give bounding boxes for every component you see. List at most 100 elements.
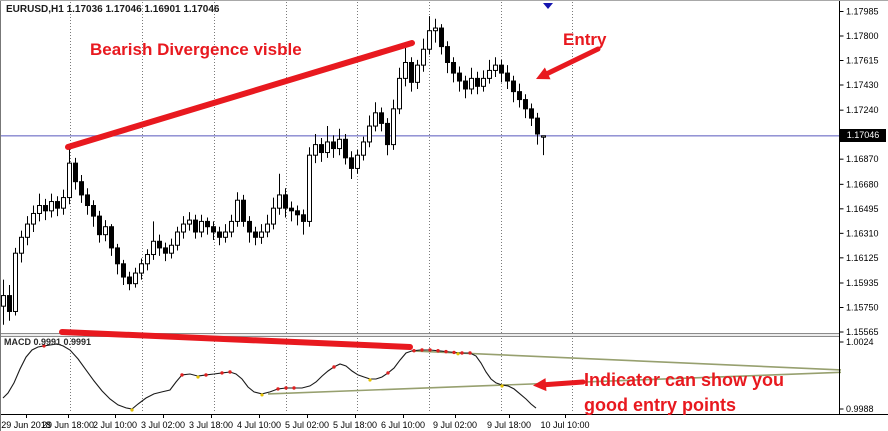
current-price-tag: 1.17046 [840,129,886,142]
annotation-bearish-divergence: Bearish Divergence visble [90,40,302,59]
candle-body [523,99,528,110]
candle-body [199,220,204,233]
candle-body [307,154,312,222]
candle-body [361,141,366,156]
wedge-upper-line [411,350,842,371]
candle-body [487,69,492,79]
candle-body [439,27,444,48]
candle-body [55,201,60,209]
bearish-divergence-trendline [65,40,415,150]
indicator-arrow-head [533,378,547,392]
candle-body [397,77,402,110]
candle-body [31,212,36,225]
candle-body [451,61,456,74]
indicator-divergence-trendline [59,329,413,350]
candle-body [247,220,252,233]
candle-body [367,125,372,143]
price-axis-label: 1.16680 [846,179,879,189]
candle-body [13,252,18,312]
candle-body [517,91,522,101]
indicator-red-dot [428,348,432,352]
panel-splitter[interactable] [0,333,840,337]
candle-body [511,80,516,93]
indicator-yellow-dot [196,375,200,379]
candle-body [103,226,108,236]
candle-body [493,64,498,71]
candle-body [469,77,474,90]
indicator-red-dot [292,386,296,390]
candle-body [169,244,174,254]
indicator-axis-label: 1.0024 [846,337,874,347]
candle-body [427,30,432,50]
entry-arrow-shaft [545,46,601,76]
time-axis-label: 5 Jul 18:00 [333,420,377,430]
candle-body [223,231,228,238]
candle-body [235,199,240,222]
candle-body [1,295,6,307]
candle-body [463,80,468,90]
candle-body [181,223,186,233]
candle-body [535,117,540,135]
indicator-red-dot [42,344,46,348]
indicator-yellow-dot [456,352,460,356]
candle-body [73,162,78,183]
indicator-red-dot [276,387,280,391]
price-axis-label: 1.17430 [846,80,879,90]
indicator-axis-label: 0.9988 [846,404,874,414]
candle-body [265,223,270,233]
indicator-yellow-dot [500,384,504,388]
annotation-entry: Entry [563,30,607,49]
indicator-red-dot [420,348,424,352]
indicator-red-dot [444,349,448,354]
chart-shift-marker-icon[interactable] [543,3,553,9]
candle-body [19,236,24,254]
candle-body [25,223,30,238]
candle-body [529,108,534,119]
indicator-label: MACD 0.9991 0.9991 [4,337,92,347]
candle-body [187,219,192,225]
candle-body [421,48,426,66]
candle-body [211,226,216,233]
annotation-indicator-line1: Indicator can show you [584,370,785,390]
price-axis-label: 1.15750 [846,302,879,312]
price-axis-label: 1.17240 [846,105,879,115]
price-axis-label: 1.16125 [846,253,879,263]
candle-body [259,231,264,238]
candle-body [85,194,90,207]
time-axis-label: 3 Jul 02:00 [141,420,185,430]
candle-body [481,77,486,87]
candle-body [7,295,12,312]
candle-body [133,272,138,285]
candle-body [475,77,480,87]
candle-body [499,64,504,74]
candle-body [43,205,48,212]
candle-body [349,157,354,169]
chart-title: EURUSD,H1 1.17036 1.17046 1.16901 1.1704… [6,4,220,15]
indicator-yellow-dot [368,378,372,382]
candle-body [217,231,222,238]
price-axis-label: 1.15935 [846,278,879,288]
price-axis-label: 1.17615 [846,56,879,66]
candle-body [343,138,348,159]
time-axis-label: 2 Jul 10:00 [93,420,137,430]
time-axis-label: 9 Jul 02:00 [433,420,477,430]
time-axis-label: 6 Jul 10:00 [381,420,425,430]
indicator-red-dot [332,365,336,369]
candle-body [409,61,414,83]
candle-body [127,276,132,285]
candle-body [379,112,384,124]
candle-body [457,72,462,82]
price-axis-label: 1.15565 [846,327,879,337]
candle-body [145,254,150,265]
candle-body [175,231,180,246]
candle-body [61,197,66,209]
time-axis-label: 5 Jul 02:00 [285,420,329,430]
indicator-red-dot [452,350,456,355]
indicator-yellow-dot [260,393,264,397]
candle-body [139,263,144,274]
candle-body [331,141,336,150]
candle-body [205,220,210,228]
candle-body [541,135,546,138]
